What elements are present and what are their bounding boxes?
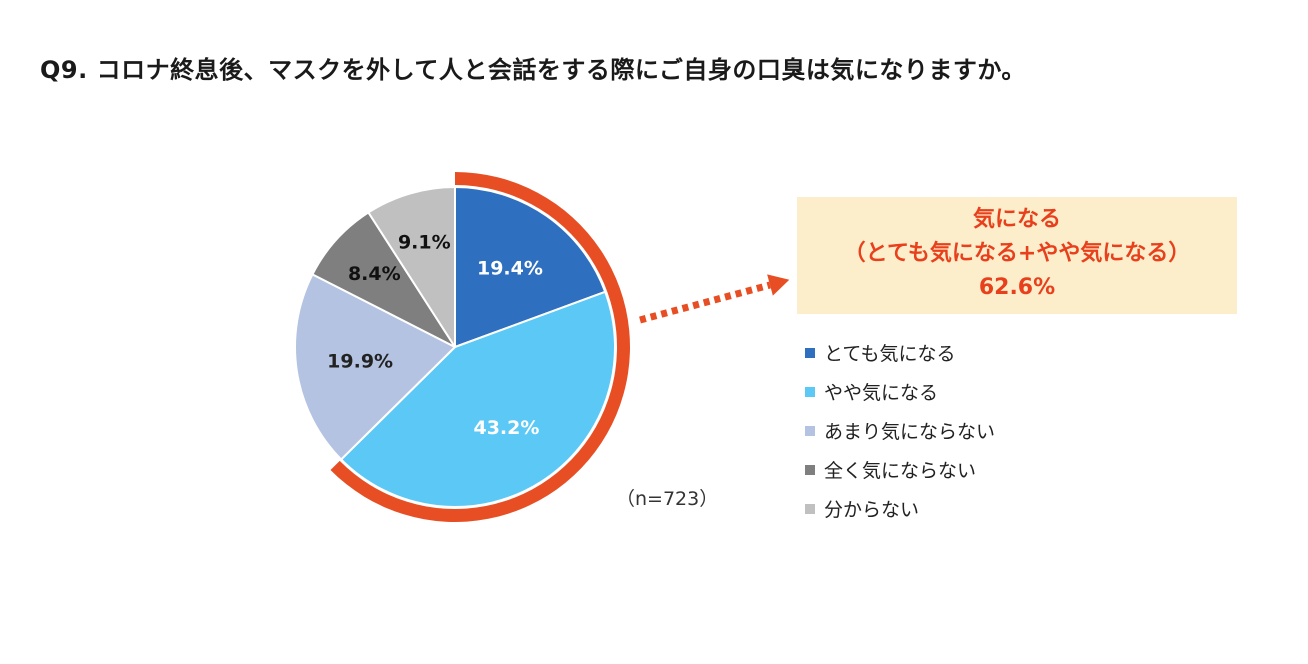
pie-slice (311, 211, 456, 348)
pie-slice (294, 273, 456, 461)
legend-swatch (805, 464, 815, 475)
legend-swatch (805, 503, 815, 514)
legend-label: 分からない (824, 499, 920, 521)
pie-slice (367, 186, 456, 348)
callout-arrow (639, 274, 790, 324)
legend-item: やや気になる (805, 372, 995, 411)
legend-label: 全く気にならない (824, 460, 977, 482)
highlight-ring (330, 172, 630, 523)
pie-slice (340, 290, 616, 508)
legend-swatch (805, 386, 815, 397)
slice-value-label: 19.4% (477, 257, 543, 279)
slice-value-label: 8.4% (348, 263, 401, 285)
legend-label: とても気になる (824, 343, 956, 365)
legend-label: あまり気にならない (824, 421, 996, 443)
slice-value-label: 19.9% (327, 351, 393, 373)
callout-subtitle: （とても気になる+やや気になる） (843, 241, 1191, 266)
legend-item: 全く気にならない (805, 450, 995, 489)
legend-item: とても気になる (805, 333, 995, 372)
question-title: Q9. コロナ終息後、マスクを外して人と会話をする際にご自身の口臭は気になります… (40, 56, 1026, 84)
sample-size-label: （n=723） (616, 488, 719, 510)
slice-value-label: 9.1% (398, 232, 451, 254)
arrow-head (767, 274, 790, 296)
legend: とても気になる やや気になる あまり気にならない 全く気にならない 分からない (805, 333, 995, 528)
slice-value-label: 43.2% (473, 417, 539, 439)
legend-item: あまり気にならない (805, 411, 995, 450)
callout-title: 気になる (972, 207, 1061, 232)
arrow-line (639, 281, 771, 324)
legend-swatch (805, 425, 815, 436)
legend-label: やや気になる (824, 382, 939, 404)
legend-item: 分からない (805, 489, 995, 528)
callout-value: 62.6% (978, 275, 1056, 300)
callout-box: 気になる （とても気になる+やや気になる） 62.6% (797, 197, 1237, 314)
legend-swatch (805, 347, 815, 358)
pie-slice (454, 186, 607, 348)
